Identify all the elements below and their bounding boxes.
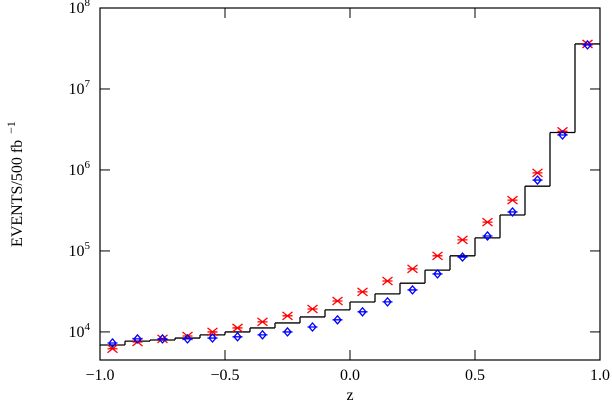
x-tick-label: 0.0 <box>340 367 360 384</box>
data-point <box>457 252 468 263</box>
data-point <box>357 306 368 317</box>
y-tick-exponent: 5 <box>85 240 91 252</box>
x-tick-label: 0.5 <box>465 367 485 384</box>
data-point <box>332 296 343 306</box>
y-tick-exponent: 7 <box>85 78 91 90</box>
data-point <box>457 235 468 245</box>
data-point <box>257 317 268 327</box>
data-point <box>357 287 368 297</box>
data-point <box>282 311 293 321</box>
data-point <box>107 344 118 354</box>
y-tick-base: 10 <box>69 0 85 17</box>
data-point <box>382 296 393 307</box>
y-tick-base: 10 <box>69 81 85 98</box>
data-point <box>107 337 118 348</box>
y-axis-label-exponent: −1 <box>4 121 18 134</box>
x-axis-label: z <box>346 387 353 404</box>
data-point <box>482 217 493 227</box>
data-point <box>532 175 543 186</box>
data-point <box>157 333 168 344</box>
data-point <box>282 326 293 337</box>
data-point <box>432 251 443 261</box>
y-tick-label: 106 <box>69 159 91 179</box>
data-point <box>407 284 418 295</box>
y-tick-base: 10 <box>69 243 85 260</box>
x-tick-label: −0.5 <box>210 367 239 384</box>
data-point <box>332 314 343 325</box>
y-tick-label: 107 <box>69 78 91 98</box>
data-point <box>232 323 243 333</box>
data-point <box>382 276 393 286</box>
data-point <box>132 333 143 344</box>
y-tick-base: 10 <box>69 324 85 341</box>
data-point <box>582 39 593 50</box>
data-point <box>207 333 218 344</box>
data-point <box>482 230 493 241</box>
y-tick-label: 108 <box>69 0 91 17</box>
y-tick-label: 105 <box>69 240 91 260</box>
data-point <box>307 304 318 314</box>
data-point <box>532 168 543 178</box>
y-tick-base: 10 <box>69 162 85 179</box>
data-point <box>232 331 243 342</box>
y-axis-label: EVENTS/500 fb −1 <box>4 121 26 247</box>
data-point <box>207 327 218 337</box>
x-tick-label: 1.0 <box>590 367 610 384</box>
y-tick-label: 104 <box>69 321 91 341</box>
y-axis-label-text: EVENTS/500 fb <box>9 140 26 247</box>
data-point <box>507 206 518 217</box>
data-point <box>557 130 568 141</box>
data-point <box>257 329 268 340</box>
data-point <box>507 195 518 205</box>
data-point <box>407 264 418 274</box>
data-point <box>307 322 318 332</box>
y-tick-exponent: 4 <box>85 321 91 333</box>
data-point <box>432 268 443 279</box>
x-tick-label: −1.0 <box>85 367 114 384</box>
y-tick-exponent: 6 <box>85 159 91 171</box>
data-point <box>182 333 193 344</box>
y-tick-exponent: 8 <box>85 0 91 9</box>
